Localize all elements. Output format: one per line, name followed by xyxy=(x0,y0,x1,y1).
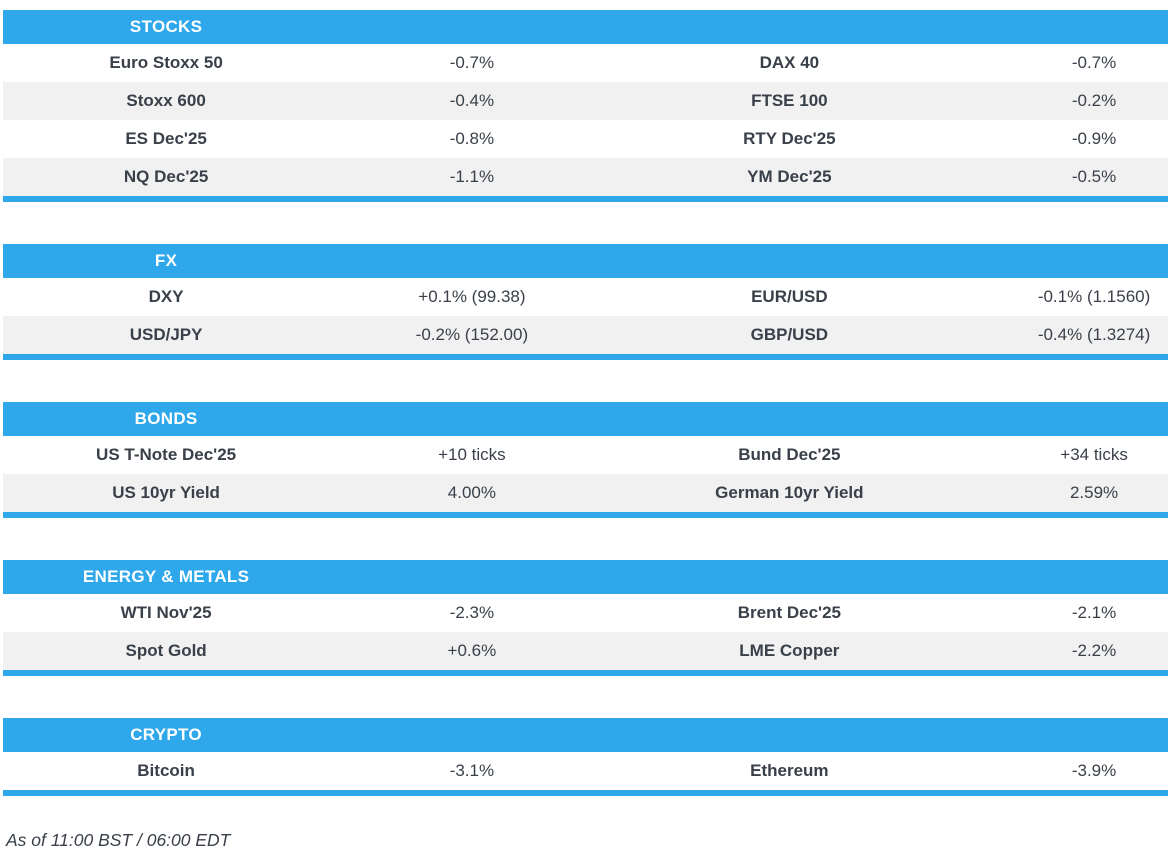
table-row: US T-Note Dec'25 +10 ticks Bund Dec'25 +… xyxy=(3,436,1168,474)
section-bottom-rule xyxy=(3,196,1168,202)
instrument-label: ES Dec'25 xyxy=(125,129,207,148)
instrument-label: Brent Dec'25 xyxy=(737,603,841,622)
section-crypto: CRYPTO Bitcoin -3.1% Ethereum -3.9% xyxy=(3,718,1168,796)
instrument-value: -0.9% xyxy=(1071,129,1117,148)
instrument-label: EUR/USD xyxy=(751,287,828,306)
instrument-label: DXY xyxy=(148,287,184,306)
table-row: NQ Dec'25 -1.1% YM Dec'25 -0.5% xyxy=(3,158,1168,196)
instrument-value: +0.6% xyxy=(447,641,497,660)
instrument-value: -0.2% xyxy=(1071,91,1117,110)
instrument-value: -0.8% xyxy=(449,129,495,148)
instrument-label: US T-Note Dec'25 xyxy=(96,445,237,464)
table-row: Stoxx 600 -0.4% FTSE 100 -0.2% xyxy=(3,82,1168,120)
instrument-value: -0.1% (1.1560) xyxy=(1037,287,1151,306)
instrument-value: -0.2% (152.00) xyxy=(415,325,529,344)
instrument-value: -1.1% xyxy=(449,167,495,186)
table-row: Spot Gold +0.6% LME Copper -2.2% xyxy=(3,632,1168,670)
instrument-label: Bund Dec'25 xyxy=(738,445,841,464)
instrument-value: -2.2% xyxy=(1071,641,1117,660)
section-title: FX xyxy=(154,251,178,270)
table-row: WTI Nov'25 -2.3% Brent Dec'25 -2.1% xyxy=(3,594,1168,632)
instrument-value: 2.59% xyxy=(1069,483,1119,502)
instrument-value: 4.00% xyxy=(447,483,496,502)
section-title: ENERGY & METALS xyxy=(82,567,250,586)
table-row: US 10yr Yield 4.00% German 10yr Yield 2.… xyxy=(3,474,1168,512)
instrument-value: -3.1% xyxy=(449,761,495,780)
section-bottom-rule xyxy=(3,512,1168,518)
section-header-stocks: STOCKS xyxy=(3,10,1168,44)
table-row: USD/JPY -0.2% (152.00) GBP/USD -0.4% (1.… xyxy=(3,316,1168,354)
table-row: Bitcoin -3.1% Ethereum -3.9% xyxy=(3,752,1168,790)
instrument-value: -0.7% xyxy=(449,53,495,72)
instrument-value: -0.7% xyxy=(1071,53,1117,72)
section-bottom-rule xyxy=(3,670,1168,676)
instrument-label: GBP/USD xyxy=(750,325,829,344)
section-bottom-rule xyxy=(3,354,1168,360)
instrument-label: US 10yr Yield xyxy=(112,483,220,502)
instrument-value: -3.9% xyxy=(1071,761,1117,780)
section-header-crypto: CRYPTO xyxy=(3,718,1168,752)
section-header-fx: FX xyxy=(3,244,1168,278)
table-row: Euro Stoxx 50 -0.7% DAX 40 -0.7% xyxy=(3,44,1168,82)
instrument-label: Stoxx 600 xyxy=(126,91,206,110)
section-energy-metals: ENERGY & METALS WTI Nov'25 -2.3% Brent D… xyxy=(3,560,1168,676)
instrument-label: USD/JPY xyxy=(129,325,203,344)
section-bonds: BONDS US T-Note Dec'25 +10 ticks Bund De… xyxy=(3,402,1168,518)
instrument-label: NQ Dec'25 xyxy=(123,167,209,186)
instrument-value: -0.5% xyxy=(1071,167,1117,186)
instrument-label: YM Dec'25 xyxy=(747,167,832,186)
section-fx: FX DXY +0.1% (99.38) EUR/USD -0.1% (1.15… xyxy=(3,244,1168,360)
instrument-label: German 10yr Yield xyxy=(715,483,864,502)
table-row: DXY +0.1% (99.38) EUR/USD -0.1% (1.1560) xyxy=(3,278,1168,316)
table-row: ES Dec'25 -0.8% RTY Dec'25 -0.9% xyxy=(3,120,1168,158)
instrument-label: WTI Nov'25 xyxy=(120,603,212,622)
section-bottom-rule xyxy=(3,790,1168,796)
as-of-timestamp: As of 11:00 BST / 06:00 EDT xyxy=(6,830,231,850)
instrument-value: +0.1% (99.38) xyxy=(418,287,526,306)
section-header-bonds: BONDS xyxy=(3,402,1168,436)
instrument-label: FTSE 100 xyxy=(751,91,828,110)
instrument-value: -0.4% xyxy=(449,91,495,110)
instrument-label: RTY Dec'25 xyxy=(743,129,836,148)
instrument-value: +10 ticks xyxy=(438,445,506,464)
instrument-label: Spot Gold xyxy=(125,641,207,660)
instrument-value: +34 ticks xyxy=(1060,445,1128,464)
section-title: BONDS xyxy=(134,409,198,428)
instrument-label: DAX 40 xyxy=(759,53,820,72)
instrument-value: -2.3% xyxy=(449,603,495,622)
instrument-label: LME Copper xyxy=(739,641,840,660)
section-title: STOCKS xyxy=(129,17,203,36)
instrument-label: Bitcoin xyxy=(137,761,195,780)
instrument-value: -2.1% xyxy=(1071,603,1117,622)
instrument-value: -0.4% (1.3274) xyxy=(1037,325,1151,344)
section-header-energy-metals: ENERGY & METALS xyxy=(3,560,1168,594)
section-title: CRYPTO xyxy=(130,725,202,744)
instrument-label: Ethereum xyxy=(750,761,829,780)
instrument-label: Euro Stoxx 50 xyxy=(109,53,223,72)
section-stocks: STOCKS Euro Stoxx 50 -0.7% DAX 40 -0.7% … xyxy=(3,10,1168,202)
